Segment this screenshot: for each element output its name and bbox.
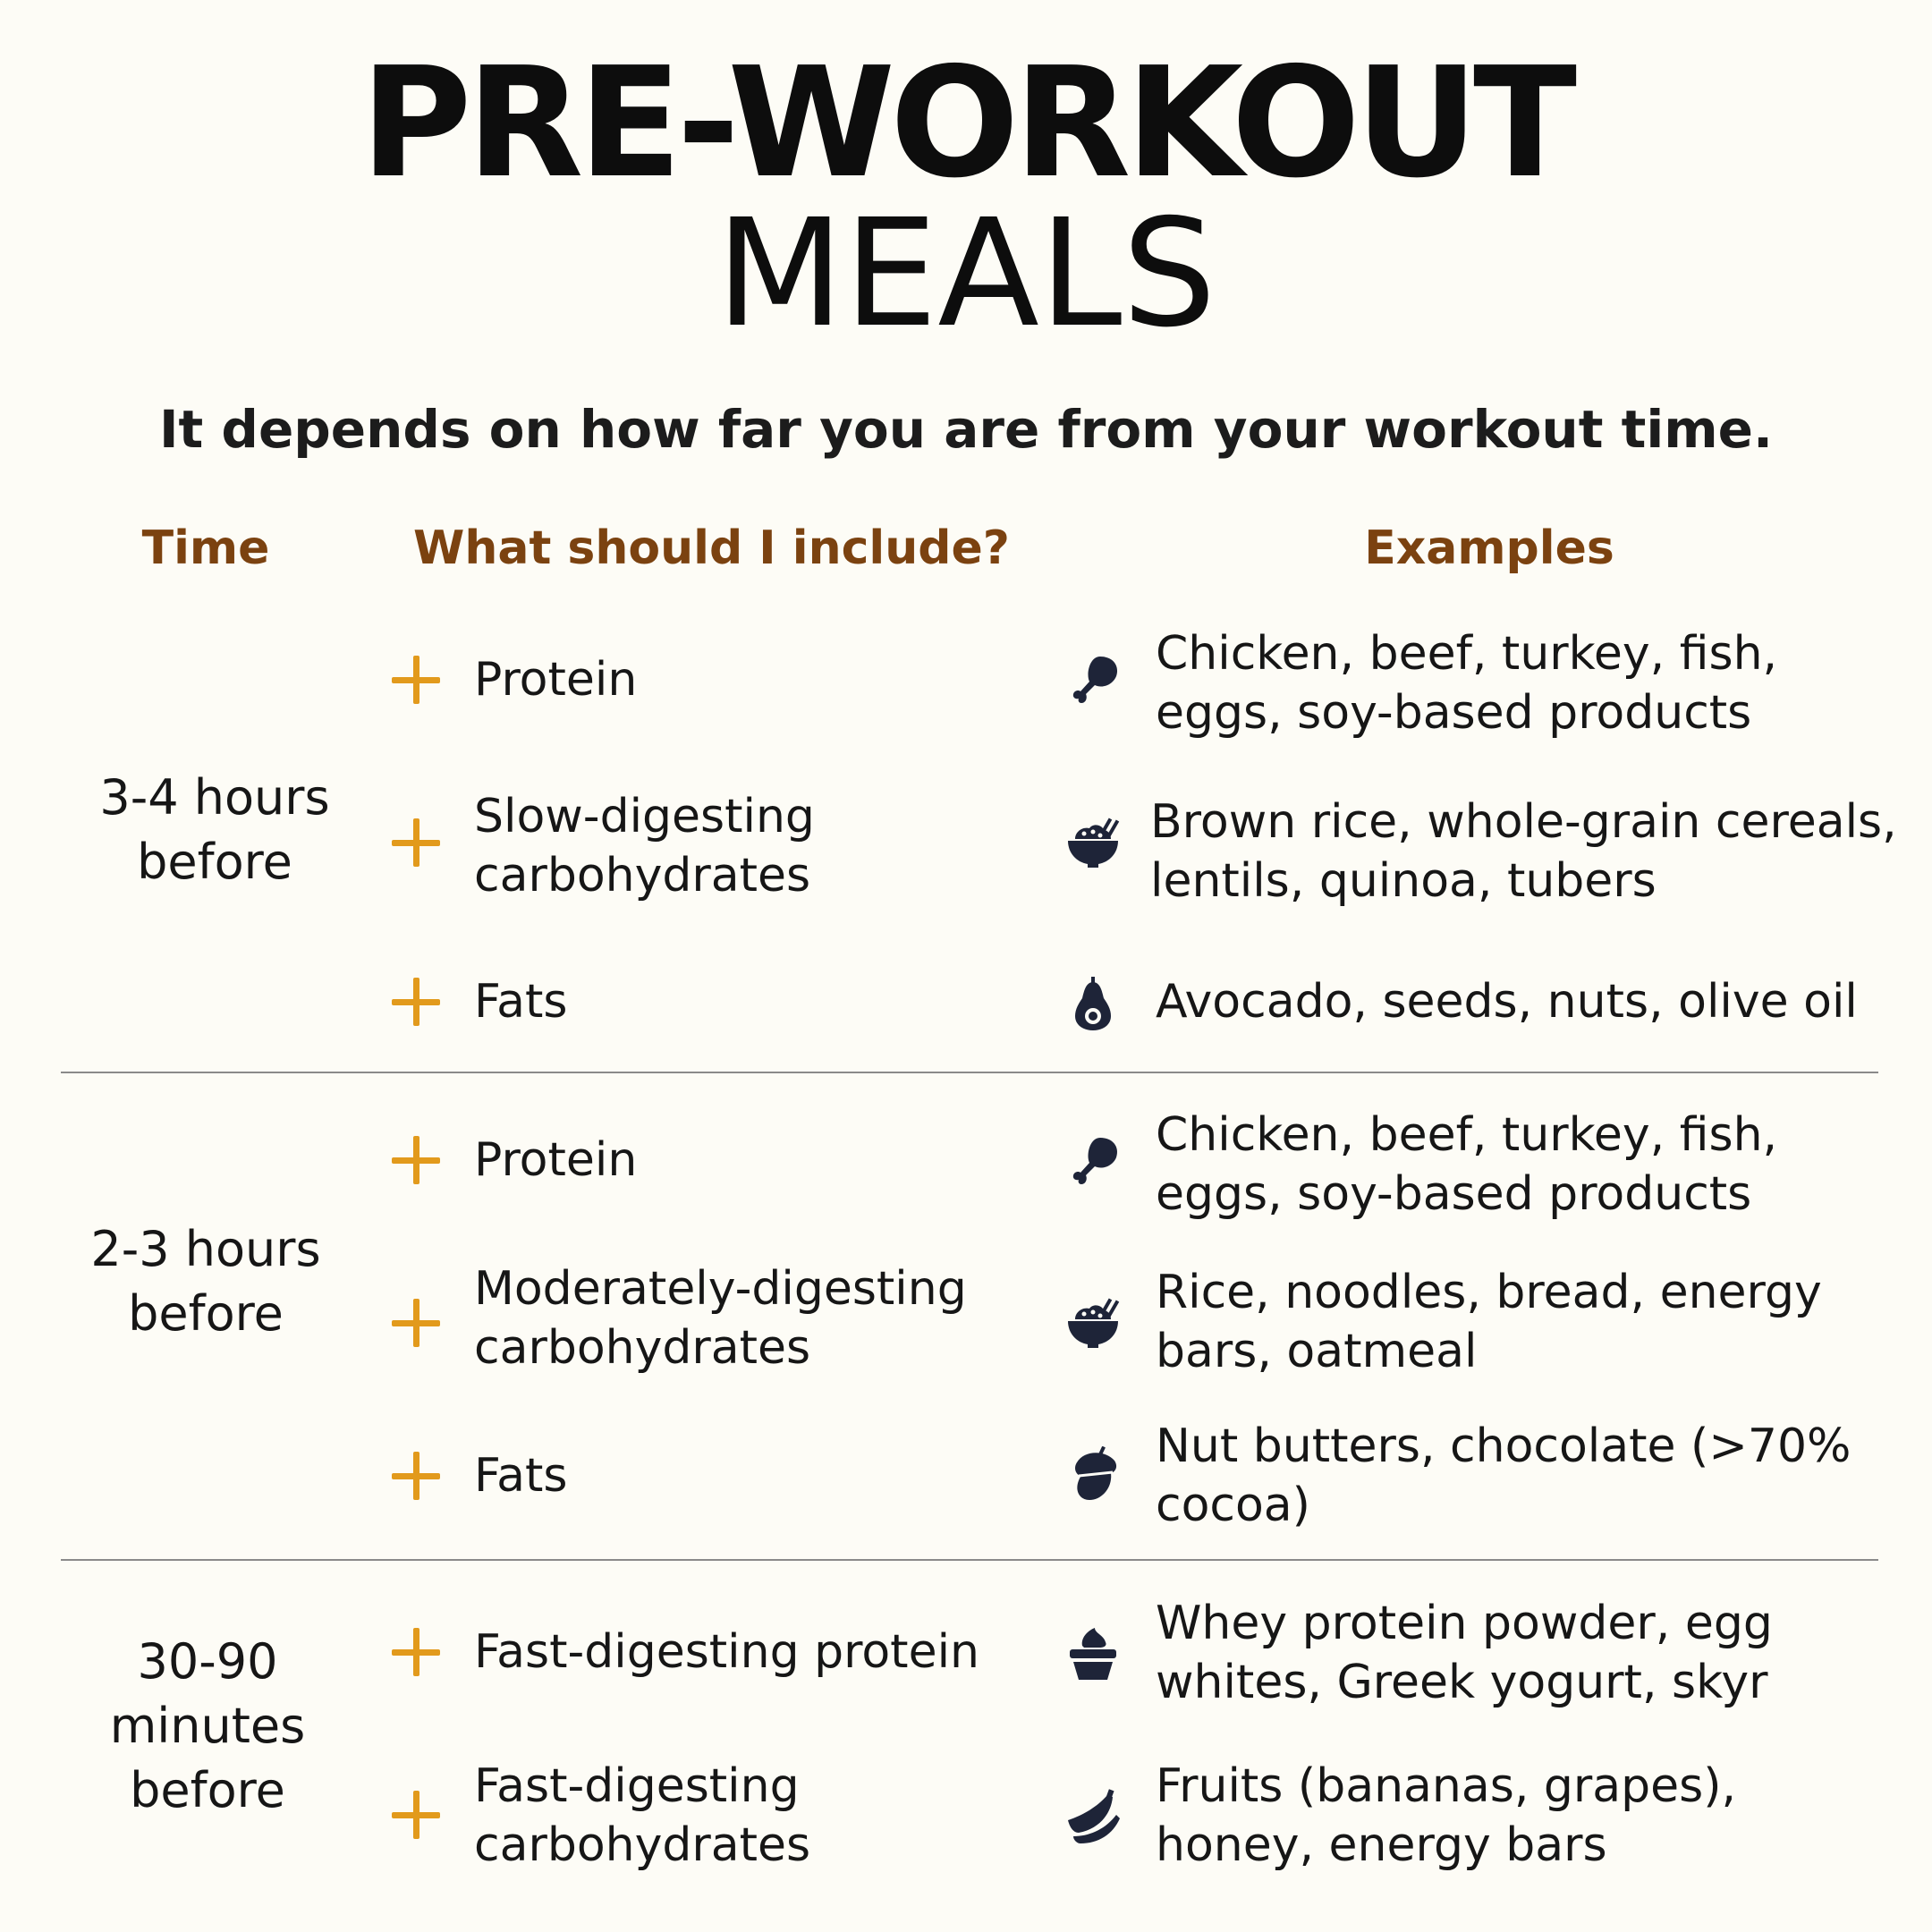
acorn-icon: [1075, 1446, 1117, 1500]
nutrient-label: Moderately-digesting carbohydrates: [474, 1262, 967, 1375]
column-header-time: Time: [141, 521, 270, 575]
example-text: Brown rice, whole-grain cereals, lentils…: [1150, 795, 1897, 908]
time-label: 30-90 minutes before: [109, 1633, 306, 1818]
example-text: Fruits (bananas, grapes), honey, energy …: [1156, 1759, 1737, 1872]
nutrient-label: Fast-digesting protein: [474, 1625, 979, 1679]
example-text: Chicken, beef, turkey, fish, eggs, soy-b…: [1156, 627, 1778, 740]
time-label: 2-3 hours before: [90, 1221, 321, 1342]
banana-icon: [1068, 1789, 1120, 1843]
plus-icon: [392, 818, 440, 867]
column-header-include: What should I include?: [413, 521, 1010, 575]
plus-icon: [392, 656, 440, 704]
plus-icon: [392, 1299, 440, 1347]
section-divider: [61, 1072, 1878, 1073]
column-header-examples: Examples: [1364, 521, 1614, 575]
example-text: Avocado, seeds, nuts, olive oil: [1156, 975, 1858, 1029]
nutrient-label: Fats: [474, 1449, 568, 1503]
plus-icon: [392, 1791, 440, 1839]
nutrient-label: Protein: [474, 1133, 638, 1187]
rice-bowl-icon: [1068, 818, 1120, 868]
page-title: PRE-WORKOUT: [360, 35, 1577, 212]
chicken-leg-icon: [1072, 1138, 1118, 1184]
plus-icon: [392, 1452, 440, 1500]
nutrient-label: Slow-digesting carbohydrates: [474, 790, 815, 902]
plus-icon: [392, 1628, 440, 1676]
page-subtitle: It depends on how far you are from your …: [158, 399, 1774, 460]
plus-icon: [392, 978, 440, 1026]
nutrient-label: Fats: [474, 975, 568, 1029]
example-text: Rice, noodles, bread, energy bars, oatme…: [1156, 1266, 1822, 1378]
plus-icon: [392, 1136, 440, 1184]
time-label: 3-4 hours before: [99, 769, 330, 890]
page-title-second-line: MEALS: [716, 188, 1216, 360]
example-text: Whey protein powder, egg whites, Greek y…: [1156, 1597, 1773, 1709]
example-text: Nut butters, chocolate (>70% cocoa): [1156, 1419, 1852, 1532]
nutrient-label: Protein: [474, 653, 638, 707]
nutrient-label: Fast-digesting carbohydrates: [474, 1759, 811, 1872]
section-divider: [61, 1559, 1878, 1561]
yogurt-cup-icon: [1070, 1628, 1116, 1680]
rice-bowl-icon: [1068, 1298, 1120, 1348]
example-text: Chicken, beef, turkey, fish, eggs, soy-b…: [1156, 1108, 1778, 1221]
chicken-leg-icon: [1072, 657, 1118, 703]
avocado-icon: [1075, 977, 1111, 1030]
